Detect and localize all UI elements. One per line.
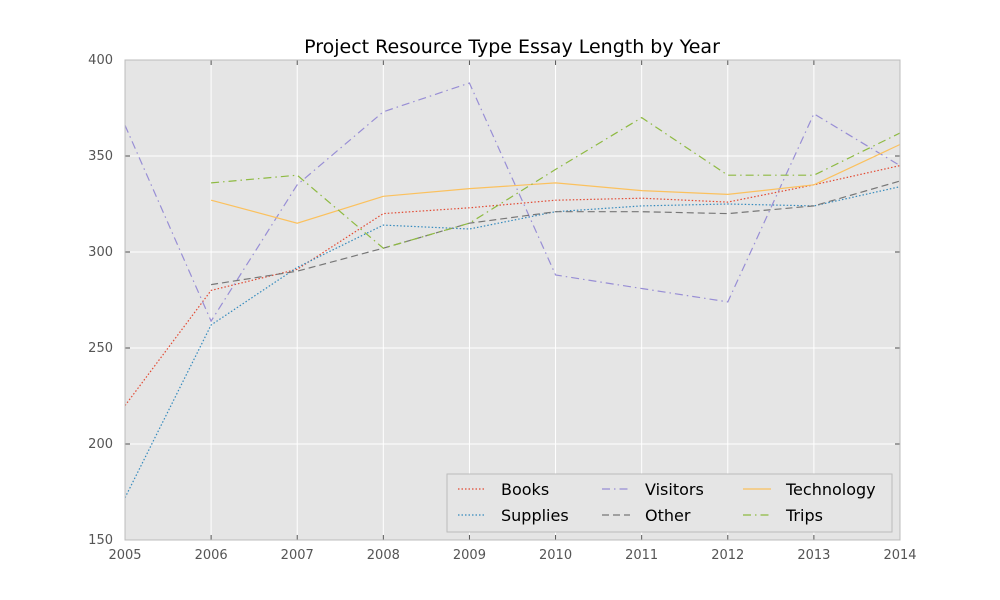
x-tick-label: 2009 [453,548,486,563]
legend-label-supplies: Supplies [501,506,569,525]
series-line-other [211,180,901,286]
series-line-trips [211,116,901,249]
y-tick-label: 350 [88,149,113,164]
legend-label-other: Other [645,506,691,525]
y-tick-label: 200 [88,437,113,452]
x-tick-label: 2007 [281,548,314,563]
legend-label-visitors: Visitors [645,480,704,499]
series-line-technology [210,143,901,224]
series-line-supplies [124,186,901,499]
legend-label-technology: Technology [785,480,876,499]
legend-label-trips: Trips [785,506,823,525]
axes: 2005 2006 2007 2008 2009 2010 2011 2012 2013 2014… [88,53,916,563]
legend-label-books: Books [501,480,549,499]
y-tick-label: 150 [88,533,113,548]
plot-background [125,60,900,540]
x-tick-label: 2010 [539,548,572,563]
x-tick-label: 2011 [625,548,658,563]
x-tick-label: 2012 [711,548,744,563]
x-tick-label: 2006 [195,548,228,563]
x-tick-label: 2005 [108,548,141,563]
legend: Books Supplies Visitors Other Technology Trip… [446,473,893,533]
series-line-visitors [124,82,901,323]
x-tick-label: 2013 [797,548,830,563]
y-tick-label: 300 [88,245,113,260]
plot-frame [124,59,901,541]
x-tick-label: 2014 [883,548,916,563]
legend-box [446,473,893,533]
x-tick-label: 2008 [367,548,400,563]
series-lines [124,82,901,499]
y-tick-label: 400 [88,53,113,68]
chart-title: Project Resource Type Essay Length by Ye… [304,36,720,58]
y-tick-label: 250 [88,341,113,356]
